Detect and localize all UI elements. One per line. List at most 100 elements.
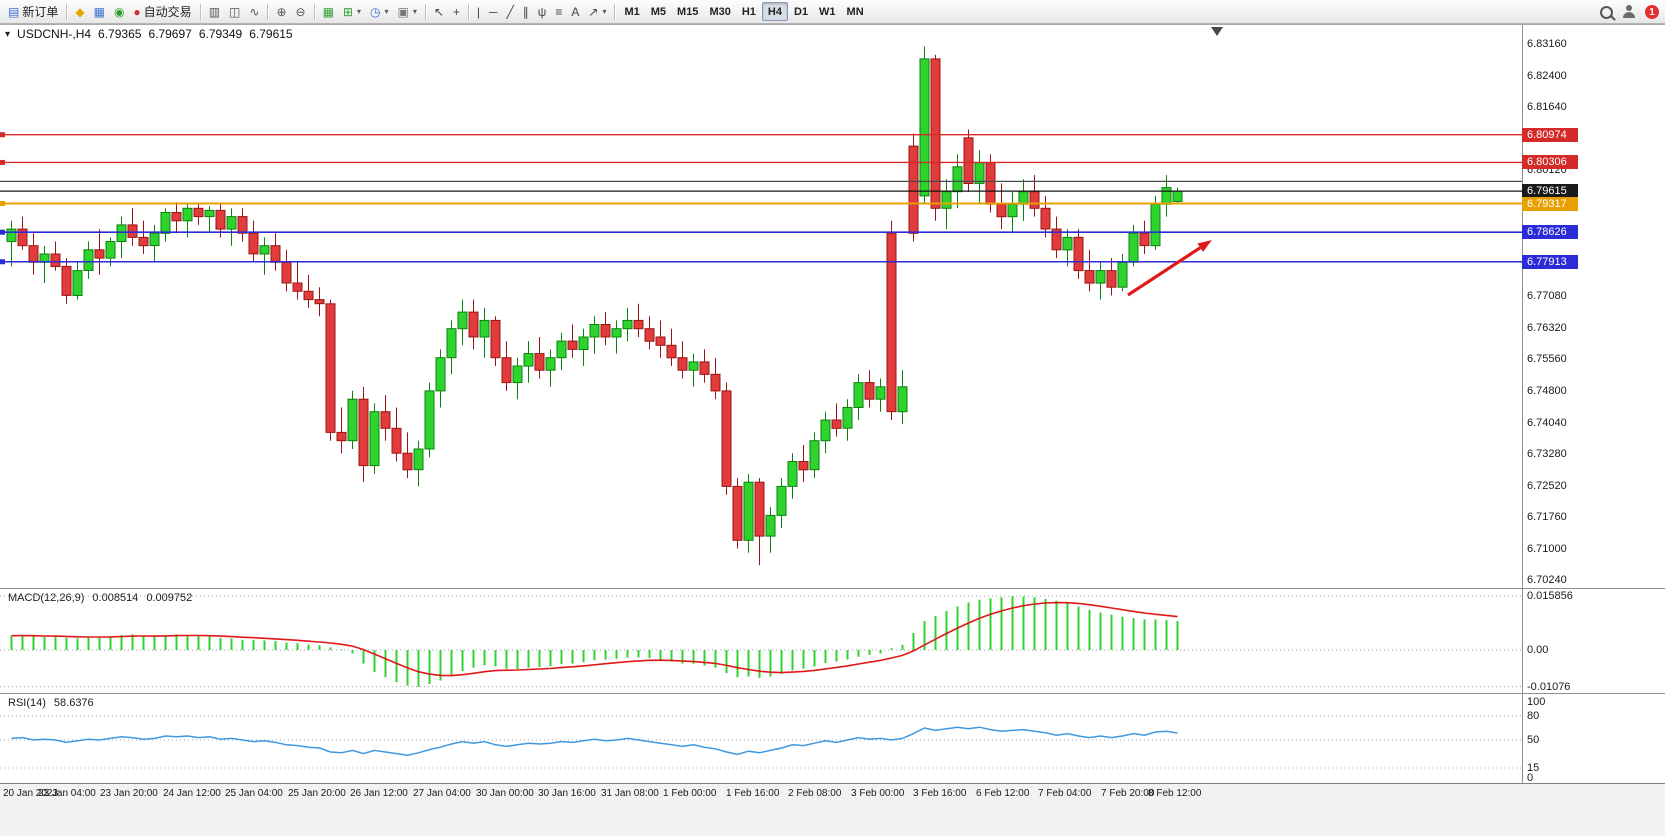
navigator-button[interactable]: ◉ [110,2,128,21]
dropdown-arrow-icon[interactable]: ▾ [412,7,417,16]
bear-candle [666,344,677,359]
zoom-in-button[interactable]: ⊕ [272,2,290,21]
bull-candle [6,228,17,243]
bull-candle [1128,232,1139,263]
bear-candle [996,203,1007,218]
bear-candle [292,282,303,292]
vertical-line-button[interactable]: | [473,2,484,21]
bull-candle [182,207,193,222]
toolbar-button-label: 自动交易 [143,5,192,19]
timeframe-m1-button[interactable]: M1 [619,2,644,21]
bear-candle [336,431,347,442]
bear-candle [655,336,666,346]
dropdown-arrow-icon[interactable]: ▾ [356,7,361,16]
andrews-pitchfork-button[interactable]: ψ [534,2,551,21]
bear-candle [127,224,138,238]
bear-candle [281,261,292,284]
new-order-button[interactable]: ▤ 新订单 [4,2,62,21]
line-chart-type-button[interactable]: ∿ [245,2,263,21]
zoom-out-button[interactable]: ⊖ [292,2,310,21]
bull-candle [1018,191,1029,205]
bull-candle [1007,203,1018,218]
period-button[interactable]: ◷ ▾ [366,2,393,21]
line-anchor-handle[interactable] [0,132,5,138]
bar-chart-type-button[interactable]: ▥ [205,2,224,21]
candlestick-chart-type-button[interactable]: ◫ [225,2,244,21]
bear-candle [314,299,325,305]
toolbar-separator [467,3,469,20]
tile-windows-button-icon: ▦ [322,4,334,19]
bull-candle [446,328,457,359]
timeframe-m5-button[interactable]: M5 [646,2,671,21]
template-button[interactable]: ▣ ▾ [393,2,420,21]
market-watch-button[interactable]: ◆ [71,2,88,21]
bull-candle [226,216,237,230]
line-chart-type-button-icon: ∿ [249,4,260,19]
toolbar-button-label: M15 [677,5,699,18]
line-anchor-handle[interactable] [0,159,5,165]
line-anchor-handle[interactable] [0,229,5,235]
equidistant-channel-button[interactable]: ∥ [519,2,533,21]
timeframe-h1-button[interactable]: H1 [737,2,761,21]
bear-candle [171,212,182,222]
bear-candle [908,145,919,234]
crosshair-button[interactable]: + [449,2,464,21]
line-anchor-handle[interactable] [0,259,5,265]
bear-candle [50,253,61,267]
horizontal-line-button[interactable]: ─ [485,2,502,21]
dropdown-arrow-icon[interactable]: ▾ [602,7,607,16]
bull-candle [688,361,699,371]
dropdown-arrow-icon[interactable]: ▾ [384,7,389,16]
bull-candle [952,166,963,193]
timeframe-m30-button[interactable]: M30 [704,2,735,21]
timeframe-h4-button[interactable]: H4 [761,2,788,21]
bull-candle [413,448,424,471]
bear-candle [325,303,336,433]
fibonacci-button-icon: ≡ [555,4,563,19]
navigator-button-icon: ◉ [113,4,125,19]
line-anchor-handle[interactable] [0,200,5,206]
cursor-button[interactable]: ↖ [430,2,448,21]
notification-badge[interactable]: 1 [1645,5,1659,19]
bull-candle [787,461,798,487]
arrows-button-icon: ↗ [588,4,599,19]
fibonacci-button[interactable]: ≡ [551,2,566,21]
bull-candle [842,407,853,429]
toolbar-button-label: M1 [624,5,640,18]
auto-trading-button[interactable]: ● 自动交易 [129,2,195,21]
bull-candle [820,419,831,442]
arrows-button[interactable]: ↗ ▾ [584,2,610,21]
bull-candle [479,319,490,338]
timeframe-mn-button[interactable]: MN [842,2,869,21]
chart-shift-marker-icon[interactable] [1211,27,1223,36]
timeframe-d1-button[interactable]: D1 [789,2,813,21]
data-window-button[interactable]: ▦ [90,2,109,21]
toolbar-separator [424,3,426,20]
trend-arrow-head[interactable] [1197,240,1213,252]
bull-candle [105,241,116,259]
timeframe-w1-button[interactable]: W1 [814,2,841,21]
zoom-out-button-icon: ⊖ [295,4,306,19]
timeframe-m15-button[interactable]: M15 [672,2,703,21]
trend-arrow-shaft[interactable] [1127,246,1202,297]
bull-candle [809,440,820,471]
bull-candle [83,249,94,272]
toolbar-button-label: D1 [793,5,809,18]
crosshair-button-icon: + [452,4,460,19]
bear-candle [930,58,941,209]
bull-candle [743,481,754,541]
tile-windows-button[interactable]: ▦ [319,2,338,21]
bear-candle [1106,270,1117,288]
bear-candle [138,236,149,247]
bear-candle [1051,228,1062,251]
bear-candle [248,232,259,255]
trendline-button[interactable]: ╱ [503,2,518,21]
account-icon[interactable] [1622,5,1636,19]
bull-candle [919,58,930,197]
bear-candle [600,324,611,338]
new-chart-button[interactable]: ⊞ ▾ [339,2,365,21]
search-icon[interactable] [1600,5,1613,19]
text-label-button[interactable]: A [567,2,583,21]
bull-candle [622,319,633,330]
